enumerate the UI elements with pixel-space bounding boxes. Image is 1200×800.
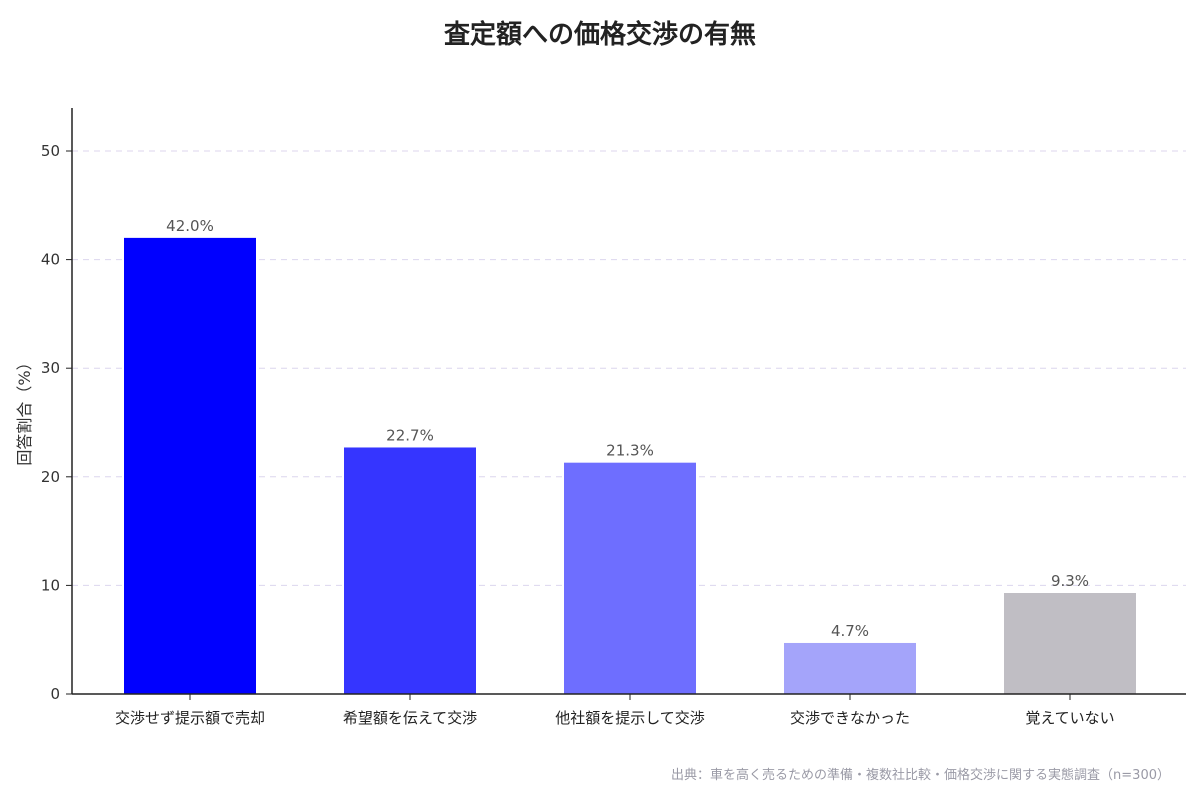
bar: [344, 447, 476, 694]
y-tick-label: 50: [41, 142, 60, 160]
x-tick-label: 覚えていない: [1025, 709, 1114, 727]
gridlines: [72, 150, 1186, 586]
x-tick-label: 希望額を伝えて交渉: [343, 709, 477, 727]
bar: [564, 462, 696, 694]
y-tick-label: 20: [41, 468, 60, 486]
x-category-labels: 交渉せず提示額で売却 希望額を伝えて交渉 他社額を提示して交渉 交渉できなかった 覚えて…: [115, 694, 1115, 727]
bar: [1004, 593, 1136, 694]
y-tick-label: 40: [41, 251, 60, 269]
bar: [784, 642, 916, 694]
data-label: 9.3%: [1051, 572, 1089, 590]
x-tick-label: 交渉せず提示額で売却: [115, 709, 265, 727]
source-note: 出典：車を高く売るための準備・複数社比較・価格交渉に関する実態調査（n=300）: [671, 768, 1170, 783]
y-tick-label: 0: [50, 685, 60, 703]
data-label: 21.3%: [606, 442, 654, 460]
axes: [71, 108, 1186, 695]
chart-title: 査定額への価格交渉の有無: [443, 20, 756, 50]
y-ticks: 0 10 20 30 40 50: [41, 142, 72, 703]
data-label: 42.0%: [166, 217, 214, 235]
y-tick-label: 30: [41, 359, 60, 377]
x-tick-label: 交渉できなかった: [790, 709, 910, 727]
x-tick-label: 他社額を提示して交渉: [555, 709, 705, 727]
y-axis-label: 回答割合（%）: [15, 354, 34, 465]
bar: [124, 237, 256, 694]
bars: [124, 237, 1136, 694]
data-label: 22.7%: [386, 426, 434, 444]
data-labels: 42.0% 22.7% 21.3% 4.7% 9.3%: [166, 217, 1089, 640]
data-label: 4.7%: [831, 622, 869, 640]
y-tick-label: 10: [41, 576, 60, 594]
